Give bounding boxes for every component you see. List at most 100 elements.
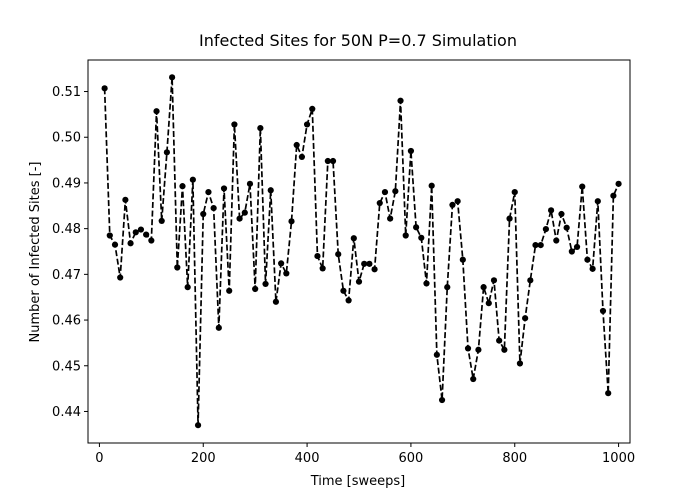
data-point	[241, 209, 248, 216]
data-point	[423, 280, 430, 287]
data-point	[480, 284, 487, 291]
data-point	[340, 287, 347, 294]
data-point	[444, 284, 451, 291]
x-axis: 0 200 400 600 800 1000	[95, 443, 635, 466]
data-point	[381, 188, 389, 196]
data-point	[309, 105, 316, 112]
x-axis-label: Time [sweeps]	[310, 474, 406, 489]
data-point	[506, 215, 513, 222]
data-point	[246, 180, 254, 187]
data-point	[376, 199, 383, 207]
data-point	[169, 74, 176, 81]
y-tick-label: 0.46	[52, 314, 81, 329]
data-point	[397, 97, 404, 104]
data-point	[122, 196, 129, 203]
data-point	[589, 265, 596, 272]
data-point	[522, 315, 529, 322]
y-tick-label: 0.44	[52, 405, 81, 420]
data-point	[542, 226, 550, 233]
data-point	[371, 266, 378, 273]
data-point	[153, 108, 160, 115]
y-tick-label: 0.50	[52, 131, 81, 146]
data-point	[392, 188, 399, 195]
x-tick-label: 200	[191, 451, 216, 466]
series-line	[103, 76, 620, 427]
data-point	[132, 229, 139, 236]
data-point	[485, 300, 492, 307]
data-point	[610, 192, 617, 199]
data-point	[418, 234, 425, 241]
data-point	[267, 187, 274, 194]
plot-frame	[87, 59, 631, 444]
data-point	[366, 260, 373, 267]
data-point	[511, 188, 518, 196]
x-tick-label: 800	[502, 451, 527, 466]
data-point	[345, 297, 352, 304]
data-point	[459, 256, 466, 263]
data-point	[516, 360, 524, 367]
data-point	[226, 287, 233, 294]
data-point	[319, 265, 326, 272]
data-point	[200, 210, 207, 218]
data-point	[407, 147, 415, 155]
data-point	[527, 277, 534, 284]
data-point	[236, 215, 243, 222]
series-layer	[101, 74, 622, 429]
data-point	[257, 125, 264, 132]
data-point	[553, 237, 560, 244]
x-tick-label: 600	[399, 451, 424, 466]
data-point	[433, 351, 440, 358]
data-point	[179, 183, 186, 190]
data-point	[220, 185, 228, 192]
data-point	[361, 260, 368, 267]
data-point	[329, 157, 337, 165]
data-point	[501, 346, 508, 353]
data-point	[350, 235, 357, 242]
data-point	[194, 422, 202, 429]
x-tick-label: 400	[295, 451, 320, 466]
data-point	[210, 204, 217, 212]
data-point	[558, 210, 565, 218]
x-tick-label: 0	[95, 451, 103, 466]
data-point	[464, 345, 472, 352]
data-point	[387, 215, 394, 222]
data-point	[231, 121, 238, 128]
data-point	[262, 280, 269, 288]
data-point	[303, 121, 311, 128]
data-point	[335, 251, 342, 258]
data-point	[413, 224, 420, 231]
y-tick-label: 0.49	[52, 176, 81, 191]
data-point	[111, 241, 119, 248]
y-tick-label: 0.48	[52, 222, 81, 237]
data-point	[163, 149, 171, 156]
y-tick-label: 0.51	[52, 85, 81, 100]
data-point	[314, 252, 321, 260]
data-point	[189, 176, 196, 183]
data-point	[205, 188, 212, 196]
data-point	[454, 198, 461, 205]
data-point	[490, 277, 498, 284]
data-point	[605, 390, 612, 397]
data-point	[278, 260, 285, 267]
data-point	[143, 231, 150, 238]
data-point	[106, 232, 113, 239]
data-point	[101, 85, 108, 92]
data-point	[117, 274, 124, 281]
x-tick-label: 1000	[602, 451, 635, 466]
data-point	[537, 242, 544, 249]
data-point	[438, 396, 446, 404]
data-point	[127, 240, 134, 247]
data-point	[288, 218, 295, 225]
data-point	[283, 270, 290, 277]
data-point	[496, 337, 503, 344]
data-point	[532, 242, 539, 249]
y-tick-label: 0.45	[52, 359, 81, 374]
data-point	[599, 307, 607, 315]
data-point	[402, 232, 409, 239]
data-point	[298, 153, 305, 160]
data-point	[252, 285, 259, 293]
data-point	[475, 346, 482, 353]
data-point	[449, 201, 456, 208]
